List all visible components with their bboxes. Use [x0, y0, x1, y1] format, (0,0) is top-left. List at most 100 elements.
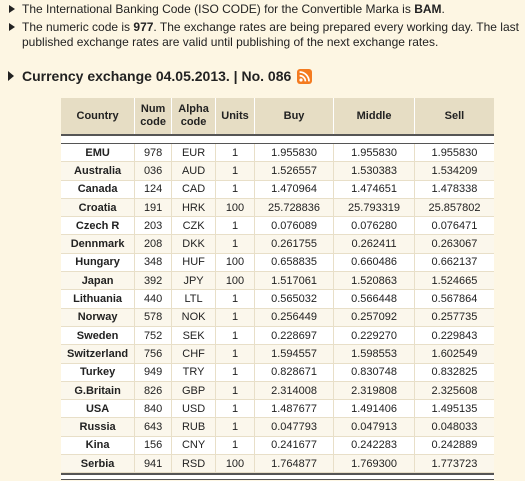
middle-header: Middle: [333, 98, 415, 135]
country-cell: EMU: [61, 143, 136, 163]
table-row: Russia 643 RUB 1 0.047793 0.047913 0.048033: [61, 417, 494, 437]
units-cell: 100: [215, 454, 255, 474]
num-code-cell: 348: [134, 253, 173, 273]
sell-rate-cell: 0.076471: [414, 216, 494, 236]
sell-rate-cell: 2.325608: [414, 381, 494, 401]
buy-rate-cell: 0.256449: [254, 308, 335, 327]
buy-rate-cell: 0.658835: [254, 253, 335, 273]
middle-rate-cell: 1.598553: [333, 344, 415, 364]
units-cell: 1: [215, 289, 255, 309]
triangle-right-icon: [8, 71, 14, 81]
units-cell: 1: [215, 436, 255, 456]
middle-rate-cell: 0.566448: [333, 289, 415, 309]
iso-code-value: BAM: [414, 2, 442, 16]
buy-rate-cell: 0.828671: [254, 363, 335, 382]
country-cell: Kina: [61, 436, 136, 456]
units-cell: 1: [215, 161, 255, 181]
middle-rate-cell: 0.047913: [333, 417, 415, 437]
table-row: Sweden 752 SEK 1 0.228697 0.229270 0.229843: [61, 326, 494, 346]
buy-rate-cell: 0.047793: [254, 417, 335, 437]
buy-rate-cell: 2.314008: [254, 381, 335, 401]
units-cell: 1: [215, 216, 255, 236]
table-footer-line: [61, 473, 494, 481]
middle-rate-cell: 0.262411: [333, 234, 415, 254]
num-code-cell: 440: [134, 289, 173, 309]
units-cell: 100: [215, 198, 255, 218]
table-row: Lithuania 440 LTL 1 0.565032 0.566448 0.567864: [61, 289, 494, 309]
sell-rate-cell: 1.534209: [414, 161, 494, 181]
units-cell: 100: [215, 271, 255, 291]
country-cell: G.Britain: [61, 381, 136, 401]
num-code-cell: 756: [134, 344, 173, 364]
country-cell: Czech R: [61, 216, 136, 236]
table-row: Serbia 941 RSD 100 1.764877 1.769300 1.773723: [61, 454, 494, 474]
alpha-code-header: Alpha code: [171, 98, 217, 135]
table-row: Croatia 191 HRK 100 25.728836 25.793319 25.857…: [61, 198, 494, 218]
alpha-code-cell: CAD: [171, 180, 217, 199]
section-title: Currency exchange 04.05.2013. | No. 086: [8, 67, 313, 85]
alpha-code-cell: NOK: [171, 308, 217, 327]
alpha-code-cell: RSD: [171, 454, 217, 474]
alpha-code-cell: HUF: [171, 253, 217, 273]
num-code-cell: 203: [134, 216, 173, 236]
table-row: Switzerland 756 CHF 1 1.594557 1.598553 1.6025…: [61, 344, 494, 364]
middle-rate-cell: 0.257092: [333, 308, 415, 327]
alpha-code-cell: CZK: [171, 216, 217, 236]
units-header: Units: [215, 98, 255, 135]
country-cell: Croatia: [61, 198, 136, 218]
table-row: Norway 578 NOK 1 0.256449 0.257092 0.257735: [61, 308, 494, 327]
num-code-cell: 840: [134, 399, 173, 419]
country-cell: Canada: [61, 180, 136, 199]
alpha-code-cell: DKK: [171, 234, 217, 254]
table-row: Australia 036 AUD 1 1.526557 1.530383 1.534209: [61, 161, 494, 181]
country-cell: Japan: [61, 271, 136, 291]
num-code-cell: 156: [134, 436, 173, 456]
units-cell: 1: [215, 417, 255, 437]
num-code-cell: 124: [134, 180, 173, 199]
alpha-code-cell: LTL: [171, 289, 217, 309]
buy-rate-cell: 0.228697: [254, 326, 335, 346]
country-header: Country: [61, 98, 136, 135]
header-separator: [61, 134, 494, 144]
alpha-code-cell: RUB: [171, 417, 217, 437]
note-numeric-code: The numeric code is 977. The exchange ra…: [8, 20, 520, 50]
middle-rate-cell: 0.830748: [333, 363, 415, 382]
num-code-cell: 392: [134, 271, 173, 291]
triangle-right-icon: [9, 5, 15, 13]
units-cell: 1: [215, 326, 255, 346]
units-cell: 1: [215, 344, 255, 364]
sell-rate-cell: 1.495135: [414, 399, 494, 419]
alpha-code-cell: SEK: [171, 326, 217, 346]
num-code-cell: 643: [134, 417, 173, 437]
table-row: Kina 156 CNY 1 0.241677 0.242283 0.242889: [61, 436, 494, 456]
sell-rate-cell: 0.242889: [414, 436, 494, 456]
sell-rate-cell: 1.602549: [414, 344, 494, 364]
buy-header: Buy: [254, 98, 335, 135]
buy-rate-cell: 1.594557: [254, 344, 335, 364]
middle-rate-cell: 0.660486: [333, 253, 415, 273]
sell-rate-cell: 0.229843: [414, 326, 494, 346]
table-row: Japan 392 JPY 100 1.517061 1.520863 1.524665: [61, 271, 494, 291]
table-row: Turkey 949 TRY 1 0.828671 0.830748 0.832825: [61, 363, 494, 382]
alpha-code-cell: CHF: [171, 344, 217, 364]
rss-icon[interactable]: [297, 68, 313, 84]
buy-rate-cell: 0.241677: [254, 436, 335, 456]
country-cell: Dennmark: [61, 234, 136, 254]
country-cell: Turkey: [61, 363, 136, 382]
num-code-cell: 036: [134, 161, 173, 181]
units-cell: 1: [215, 143, 255, 163]
sell-header: Sell: [414, 98, 494, 135]
page-title: Currency exchange 04.05.2013. | No. 086: [22, 68, 292, 84]
num-code-cell: 826: [134, 381, 173, 401]
table-row: EMU 978 EUR 1 1.955830 1.955830 1.955830: [61, 143, 494, 163]
country-cell: Russia: [61, 417, 136, 437]
buy-rate-cell: 0.565032: [254, 289, 335, 309]
sell-rate-cell: 0.567864: [414, 289, 494, 309]
sell-rate-cell: 0.263067: [414, 234, 494, 254]
sell-rate-cell: 0.257735: [414, 308, 494, 327]
sell-rate-cell: 0.832825: [414, 363, 494, 382]
middle-rate-cell: 1.530383: [333, 161, 415, 181]
exchange-rate-table: Country Num code Alpha code Units Buy Middle Sel…: [61, 98, 494, 481]
alpha-code-cell: TRY: [171, 363, 217, 382]
middle-rate-cell: 1.769300: [333, 454, 415, 474]
